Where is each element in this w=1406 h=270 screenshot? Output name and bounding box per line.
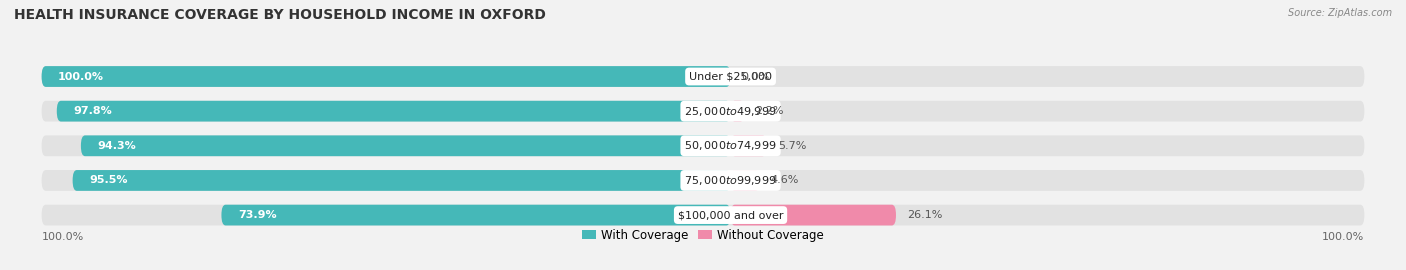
FancyBboxPatch shape — [42, 170, 1364, 191]
Text: 0.0%: 0.0% — [741, 72, 770, 82]
FancyBboxPatch shape — [42, 136, 1364, 156]
Text: 26.1%: 26.1% — [907, 210, 942, 220]
FancyBboxPatch shape — [82, 136, 731, 156]
Text: $50,000 to $74,999: $50,000 to $74,999 — [685, 139, 776, 152]
FancyBboxPatch shape — [731, 101, 745, 122]
FancyBboxPatch shape — [42, 66, 1364, 87]
Text: Source: ZipAtlas.com: Source: ZipAtlas.com — [1288, 8, 1392, 18]
FancyBboxPatch shape — [731, 136, 766, 156]
Text: 100.0%: 100.0% — [42, 232, 84, 242]
Text: Under $25,000: Under $25,000 — [689, 72, 772, 82]
Text: 73.9%: 73.9% — [238, 210, 277, 220]
FancyBboxPatch shape — [731, 170, 759, 191]
Text: $100,000 and over: $100,000 and over — [678, 210, 783, 220]
Text: 97.8%: 97.8% — [73, 106, 112, 116]
Text: 95.5%: 95.5% — [89, 176, 128, 185]
Text: $75,000 to $99,999: $75,000 to $99,999 — [685, 174, 776, 187]
FancyBboxPatch shape — [731, 205, 896, 225]
FancyBboxPatch shape — [42, 101, 1364, 122]
Text: 100.0%: 100.0% — [1322, 232, 1364, 242]
Text: 100.0%: 100.0% — [58, 72, 104, 82]
Text: $25,000 to $49,999: $25,000 to $49,999 — [685, 105, 776, 118]
FancyBboxPatch shape — [42, 205, 1364, 225]
FancyBboxPatch shape — [42, 66, 731, 87]
Text: 2.2%: 2.2% — [755, 106, 785, 116]
Text: 4.6%: 4.6% — [770, 176, 799, 185]
Legend: With Coverage, Without Coverage: With Coverage, Without Coverage — [578, 224, 828, 247]
Text: 5.7%: 5.7% — [778, 141, 806, 151]
Text: 94.3%: 94.3% — [97, 141, 136, 151]
Text: HEALTH INSURANCE COVERAGE BY HOUSEHOLD INCOME IN OXFORD: HEALTH INSURANCE COVERAGE BY HOUSEHOLD I… — [14, 8, 546, 22]
FancyBboxPatch shape — [221, 205, 731, 225]
FancyBboxPatch shape — [73, 170, 731, 191]
FancyBboxPatch shape — [56, 101, 731, 122]
